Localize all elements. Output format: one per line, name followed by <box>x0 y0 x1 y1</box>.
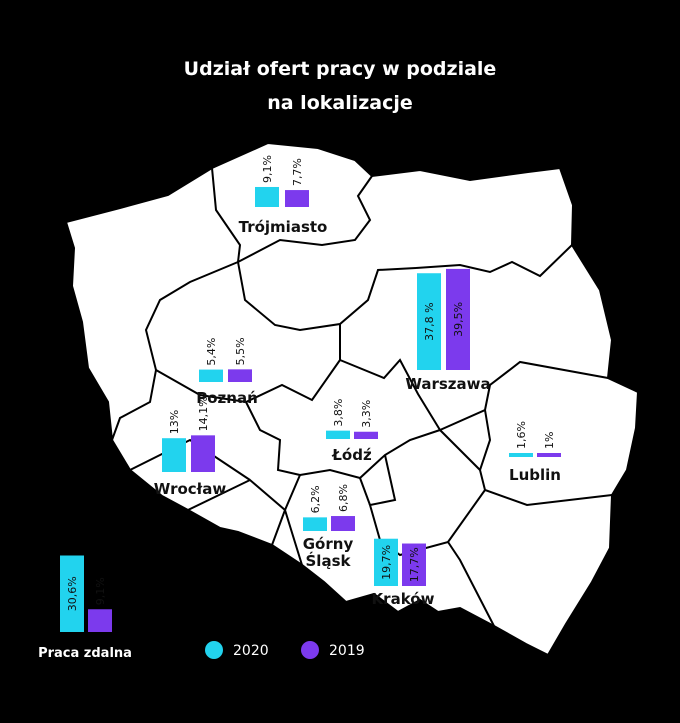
value-label-krakow-2020: 19,7% <box>380 545 393 580</box>
value-label-praca-zdalna-2020: 30,6% <box>66 576 79 611</box>
legend-swatch-2019 <box>301 641 319 659</box>
value-label-trojmiasto-2019: 7,7% <box>291 158 304 186</box>
city-label-wroclaw: Wrocław <box>154 480 227 498</box>
value-label-wroclaw-2019: 14,1% <box>197 396 210 431</box>
value-label-lublin-2019: 1% <box>543 432 556 449</box>
city-label-gorny-slask-line2: Śląsk <box>306 551 352 570</box>
value-label-gorny-slask-2020: 6,2% <box>309 485 322 513</box>
legend-label-2020: 2020 <box>233 643 269 659</box>
bar-lodz-2019 <box>354 431 378 439</box>
region-borders <box>111 167 613 627</box>
bar-wroclaw-2019 <box>191 435 215 472</box>
bar-krakow-2019 <box>402 543 426 586</box>
city-label-trojmiasto: Trójmiasto <box>239 218 328 236</box>
value-label-lodz-2020: 3,8% <box>332 399 345 427</box>
bar-lodz-2020 <box>326 430 350 439</box>
legend-label-2019: 2019 <box>329 643 365 659</box>
bar-wroclaw-2020 <box>162 438 186 472</box>
city-label-poznan: Poznań <box>196 389 258 407</box>
chart-title: Udział ofert pracy w podziale na lokaliz… <box>0 52 680 120</box>
value-label-warszawa-2020: 37,8 % <box>423 302 436 340</box>
legend: 2020 2019 <box>205 641 365 659</box>
bars-layer <box>60 186 561 632</box>
bar-gorny-slask-2019 <box>331 516 355 531</box>
chart-title-line-2: na lokalizacje <box>267 92 413 114</box>
value-label-warszawa-2019: 39,5% <box>452 302 465 337</box>
value-label-wroclaw-2020: 13% <box>168 410 181 434</box>
city-label-lodz: Łódź <box>331 446 372 464</box>
value-label-praca-zdalna-2019: 9,1% <box>94 577 107 605</box>
value-label-gorny-slask-2019: 6,8% <box>337 484 350 512</box>
value-label-lodz-2019: 3,3% <box>360 400 373 428</box>
bar-gorny-slask-2020 <box>303 517 327 531</box>
bar-lublin-2020 <box>509 453 533 457</box>
bar-praca-zdalna-2019 <box>88 609 112 632</box>
bar-warszawa-2020 <box>417 273 441 370</box>
bar-trojmiasto-2019 <box>285 190 309 207</box>
bar-trojmiasto-2020 <box>255 186 279 207</box>
bar-krakow-2020 <box>374 538 398 586</box>
value-labels-layer: 9,1% 7,7% 37,8 % 39,5% 5,4% 5,5% 3,8% 3,3% 1,6% 1… <box>66 155 556 611</box>
chart-title-line-1: Udział ofert pracy w podziale <box>183 58 497 80</box>
city-label-krakow: Kraków <box>372 590 435 608</box>
bar-praca-zdalna-2020 <box>60 555 84 632</box>
legend-swatch-2020 <box>205 641 223 659</box>
value-label-poznan-2019: 5,5% <box>234 337 247 365</box>
value-label-lublin-2020: 1,6% <box>515 421 528 449</box>
value-label-trojmiasto-2020: 9,1% <box>261 155 274 183</box>
bar-poznan-2020 <box>199 369 223 382</box>
value-label-krakow-2019: 17,7% <box>408 547 421 582</box>
poland-outline <box>64 141 640 657</box>
city-label-praca-zdalna: Praca zdalna <box>38 646 132 661</box>
value-label-poznan-2020: 5,4% <box>205 338 218 366</box>
city-label-lublin: Lublin <box>509 466 561 484</box>
bar-warszawa-2019 <box>446 268 470 370</box>
city-label-gorny-slask-line1: Górny <box>303 535 354 553</box>
bar-poznan-2019 <box>228 369 252 382</box>
bar-lublin-2019 <box>537 453 561 457</box>
city-label-warszawa: Warszawa <box>405 375 490 393</box>
